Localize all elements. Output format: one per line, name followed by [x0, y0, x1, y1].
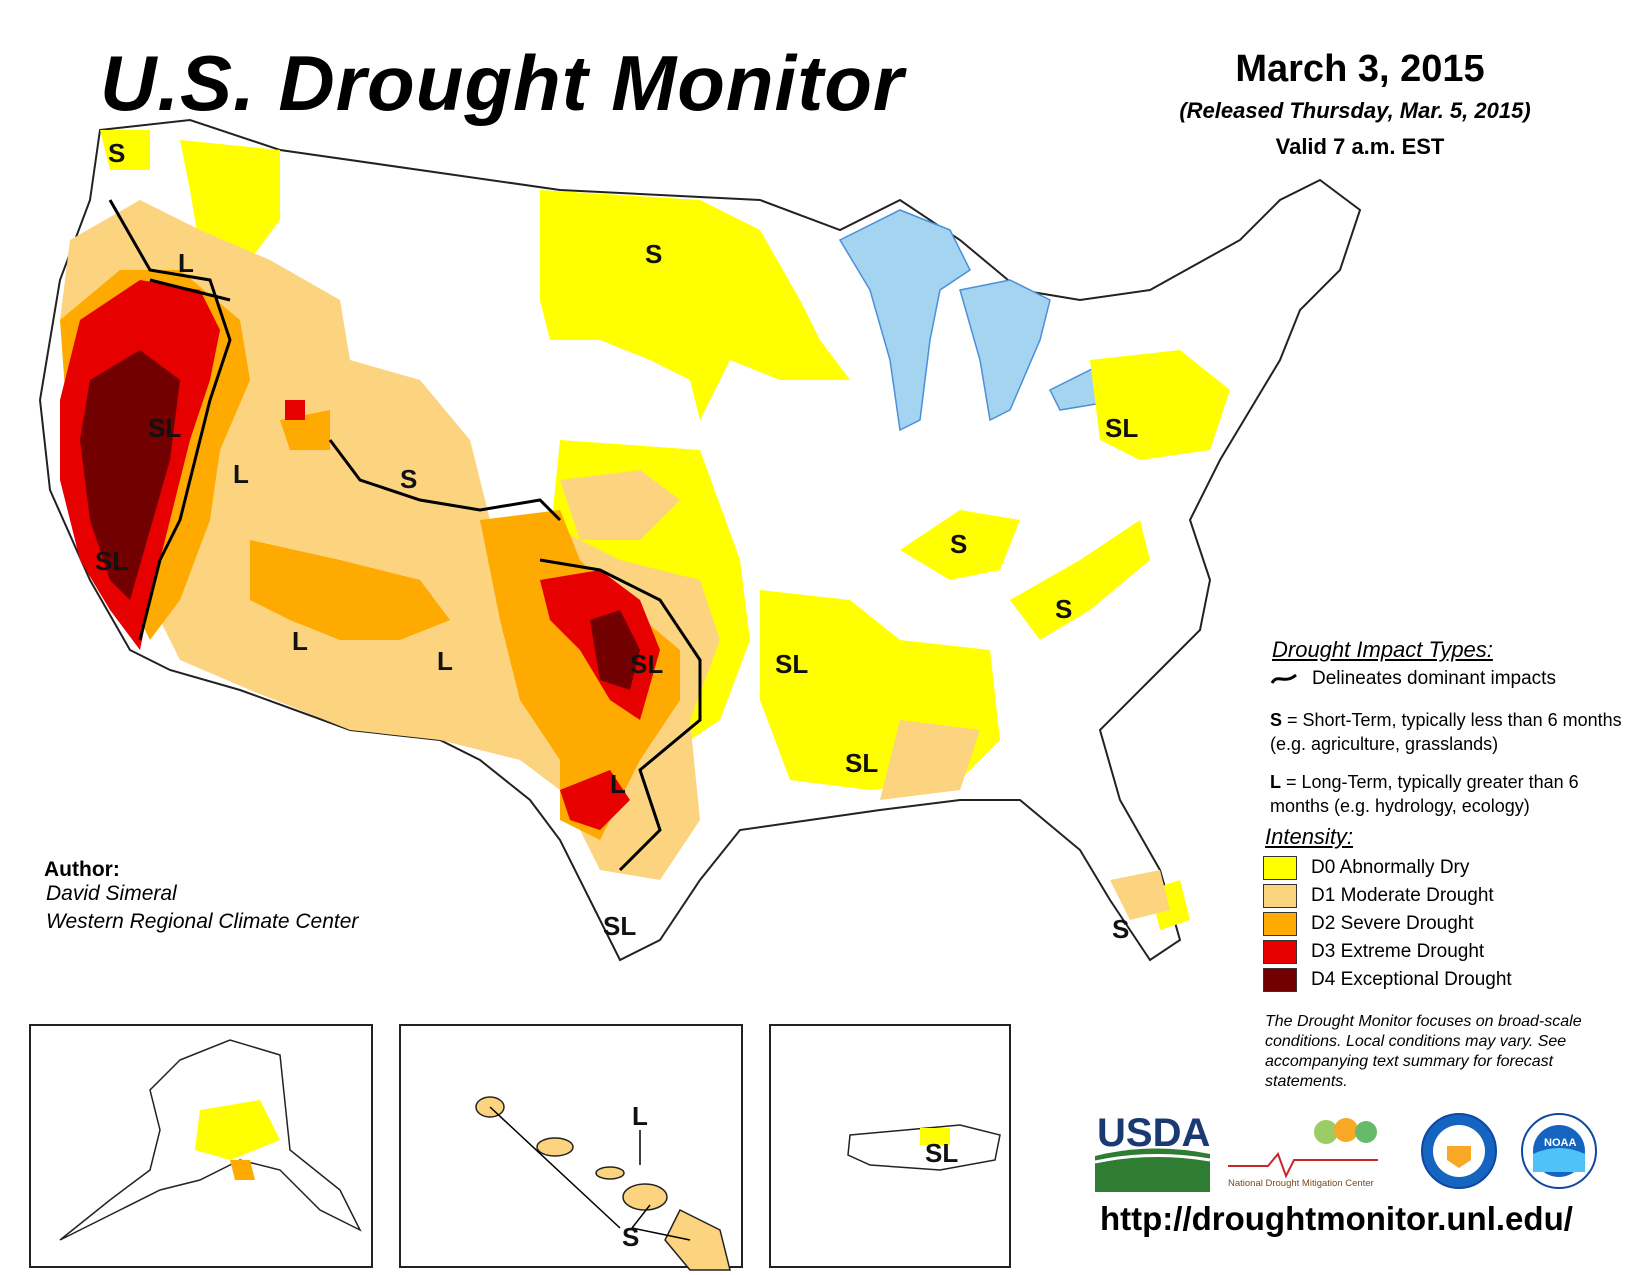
hawaii-leader-lines — [489, 1106, 691, 1241]
legend-label: D2 Severe Drought — [1311, 913, 1474, 934]
legend-d0: D0 Abnormally Dry — [1263, 856, 1469, 880]
impact-labels: S L SL SL L S S L L SL L SL SL SL S S SL… — [95, 138, 1138, 944]
map-label: SL — [148, 413, 181, 443]
map-label: SL — [603, 911, 636, 941]
map-label: SL — [775, 649, 808, 679]
ndmc-logo: National Drought Mitigation Center — [1228, 1118, 1378, 1189]
legend-label: D3 Extreme Drought — [1311, 941, 1485, 962]
noaa-logo-text: NOAA — [1544, 1137, 1576, 1149]
map-label: L — [632, 1101, 648, 1131]
valid-time: Valid 7 a.m. EST — [1275, 134, 1445, 159]
disclaimer-note: The Drought Monitor focuses on broad-sca… — [1265, 1013, 1582, 1090]
map-label: L — [292, 626, 308, 656]
noaa-logo: NOAA — [1521, 1113, 1597, 1189]
map-label: SL — [95, 546, 128, 576]
d4-areas — [80, 350, 640, 690]
swatch-d2 — [1263, 912, 1297, 936]
author-name: David Simeral — [46, 882, 177, 905]
map-label: S — [108, 138, 125, 168]
author-org: Western Regional Climate Center — [46, 910, 359, 933]
map-label: L — [178, 248, 194, 278]
map-label: S — [1055, 594, 1072, 624]
swatch-d1 — [1263, 884, 1297, 908]
commerce-seal-logo — [1421, 1113, 1497, 1189]
release-date: (Released Thursday, Mar. 5, 2015) — [1179, 98, 1531, 123]
legend-d3: D3 Extreme Drought — [1263, 940, 1484, 964]
map-label: S — [645, 239, 662, 269]
delineation-line-icon — [1270, 673, 1297, 684]
map-label: L — [437, 646, 453, 676]
delineation-text: Delineates dominant impacts — [1312, 668, 1556, 689]
pr-d0 — [920, 1128, 950, 1145]
puerto-rico-shape — [847, 1124, 1001, 1171]
author-label: Author: — [44, 858, 120, 881]
hawaii-islands — [475, 1096, 731, 1271]
impact-lines — [108, 199, 702, 872]
long-term-key: L — [1270, 772, 1281, 792]
legend-label: D4 Exceptional Drought — [1311, 969, 1512, 990]
map-date: March 3, 2015 — [1235, 48, 1485, 90]
alaska-d0 — [195, 1100, 280, 1160]
delineation-legend: Delineates dominant impacts — [1270, 668, 1556, 690]
legend-label: D0 Abnormally Dry — [1311, 857, 1470, 878]
map-label: S — [1112, 914, 1129, 944]
page-title: U.S. Drought Monitor — [100, 39, 905, 127]
map-label: L — [610, 769, 626, 799]
swatch-d4 — [1263, 968, 1297, 992]
long-term-legend: L = Long-Term, typically greater than 6 … — [1270, 770, 1630, 818]
map-label: L — [233, 459, 249, 489]
long-term-text: = Long-Term, typically greater than 6 mo… — [1270, 772, 1579, 816]
legend-d2: D2 Severe Drought — [1263, 912, 1474, 936]
map-label: SL — [1105, 413, 1138, 443]
impact-types-title: Drought Impact Types: — [1272, 637, 1493, 662]
short-term-legend: S = Short-Term, typically less than 6 mo… — [1270, 708, 1630, 756]
usda-logo-text: USDA — [1097, 1112, 1210, 1155]
legend-label: D1 Moderate Drought — [1311, 885, 1494, 906]
legend-d4: D4 Exceptional Drought — [1263, 968, 1512, 992]
legend-d1: D1 Moderate Drought — [1263, 884, 1494, 908]
short-term-text: = Short-Term, typically less than 6 mont… — [1270, 710, 1622, 754]
map-label: SL — [925, 1138, 958, 1168]
website-url[interactable]: http://droughtmonitor.unl.edu/ — [1100, 1200, 1573, 1237]
intensity-title: Intensity: — [1265, 824, 1354, 849]
map-label: SL — [845, 748, 878, 778]
map-label: SL — [630, 649, 663, 679]
usda-logo: USDA — [1095, 1112, 1210, 1192]
map-label: S — [622, 1222, 639, 1252]
swatch-d3 — [1263, 940, 1297, 964]
swatch-d0 — [1263, 856, 1297, 880]
alaska-d2 — [230, 1160, 255, 1180]
map-label: S — [400, 464, 417, 494]
map-label: S — [950, 529, 967, 559]
short-term-key: S — [1270, 710, 1283, 730]
ndmc-logo-text: National Drought Mitigation Center — [1228, 1178, 1374, 1189]
